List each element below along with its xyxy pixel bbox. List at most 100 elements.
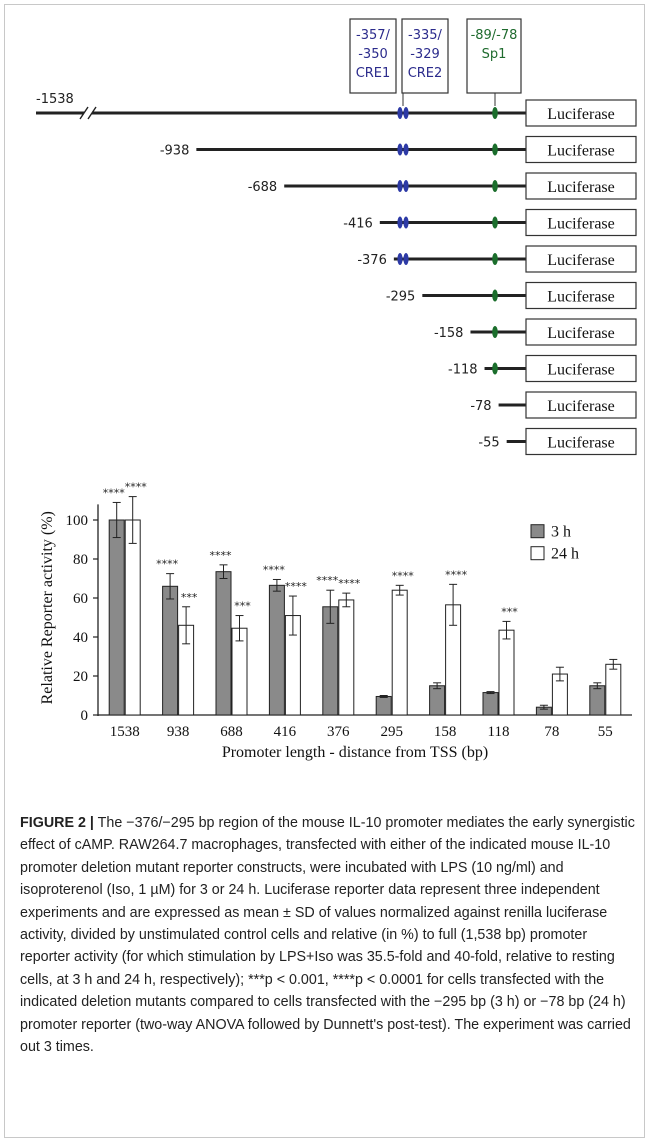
- construct-row: -118 Luciferase: [448, 354, 637, 383]
- significance-label: ***: [501, 605, 518, 618]
- feature-box-2: -89/-78 Sp1: [466, 18, 522, 94]
- bar: [162, 585, 179, 716]
- feature-box-label: -350: [358, 47, 388, 62]
- caption-label: FIGURE 2 |: [20, 815, 94, 831]
- x-tick-label: 1538: [110, 724, 140, 740]
- luciferase-label: Luciferase: [547, 216, 615, 233]
- luciferase-box: [525, 135, 637, 164]
- luciferase-label: Luciferase: [547, 362, 615, 379]
- construct-row: -376 Luciferase: [357, 245, 637, 273]
- caption-text: The −376/−295 bp region of the mouse IL-…: [20, 815, 635, 1056]
- construct-start-label: -416: [343, 217, 373, 232]
- construct-start-label: -376: [357, 253, 387, 268]
- feature-box-label: CRE2: [408, 66, 443, 81]
- construct-row: -1538 Luciferase: [36, 92, 637, 127]
- bar: [429, 685, 446, 716]
- construct-row: -55 Luciferase: [478, 427, 637, 456]
- feature-box-rect: [466, 18, 522, 94]
- luciferase-label: Luciferase: [547, 252, 615, 269]
- significance-label: ****: [103, 486, 126, 499]
- feature-box-label: CRE1: [356, 66, 391, 81]
- luciferase-box: [525, 354, 637, 383]
- y-tick-label: 20: [73, 669, 88, 685]
- y-tick-label: 80: [73, 552, 88, 568]
- sp1-site: [492, 216, 498, 229]
- feature-box-label: -329: [410, 47, 440, 62]
- feature-box-0: -357/ -350 CRE1: [349, 18, 397, 94]
- cre1-site: [397, 253, 403, 265]
- construct-start-label: -295: [386, 290, 416, 305]
- feature-box-label: -357/: [356, 28, 391, 43]
- significance-label: ****: [125, 481, 148, 494]
- cre1-site: [397, 180, 403, 192]
- reporter-activity-chart: 0 20 40 60 80 100 Relative Reporter activity (…: [39, 481, 632, 761]
- luciferase-box: [525, 208, 637, 237]
- significance-label: ****: [263, 563, 286, 576]
- construct-row: -416 Luciferase: [343, 208, 637, 237]
- luciferase-label: Luciferase: [547, 325, 615, 342]
- significance-label: ***: [181, 591, 198, 604]
- bar: [108, 519, 125, 716]
- cre2-site: [403, 180, 409, 192]
- construct-start-label: -55: [478, 436, 499, 451]
- break-mark: [79, 106, 89, 120]
- x-tick-label: 688: [220, 724, 243, 740]
- luciferase-box: [525, 281, 637, 310]
- bar: [215, 571, 232, 716]
- luciferase-box: [525, 245, 637, 273]
- construct-row: -938 Luciferase: [160, 135, 637, 164]
- cre2-site: [403, 143, 409, 156]
- construct-start-label: -118: [448, 363, 478, 378]
- sp1-site: [492, 362, 498, 375]
- sp1-site: [492, 143, 498, 156]
- luciferase-label: Luciferase: [547, 179, 615, 196]
- luciferase-label: Luciferase: [547, 435, 615, 452]
- y-axis-label: Relative Reporter activity (%): [39, 511, 56, 704]
- luciferase-label: Luciferase: [547, 106, 615, 123]
- feature-box-label: Sp1: [482, 47, 507, 62]
- bar: [482, 692, 499, 716]
- bar: [124, 519, 141, 716]
- promoter-diagram: -357/ -350 CRE1 -335/ -329 CRE2 -89/-78 Sp1 -153…: [36, 18, 637, 456]
- construct-row: -78 Luciferase: [470, 391, 637, 419]
- sp1-site: [492, 289, 498, 302]
- feature-box-rect: [349, 18, 397, 94]
- figure-frame: [4, 4, 645, 1138]
- y-tick-label: 100: [66, 513, 89, 529]
- luciferase-box: [525, 391, 637, 419]
- x-tick-label: 295: [380, 724, 403, 740]
- legend-swatch: [530, 524, 545, 539]
- construct-start-label: -938: [160, 144, 190, 159]
- luciferase-box: [525, 99, 637, 127]
- bar: [589, 685, 606, 716]
- luciferase-box: [525, 427, 637, 456]
- bar: [338, 599, 355, 716]
- bar: [375, 695, 392, 716]
- bar: [498, 629, 515, 716]
- cre1-site: [397, 107, 403, 119]
- cre2-site: [403, 216, 409, 229]
- bar: [391, 589, 408, 716]
- feature-box-label: -335/: [408, 28, 443, 43]
- x-tick-label: 416: [274, 724, 297, 740]
- construct-start-label: -78: [470, 399, 491, 414]
- luciferase-box: [525, 172, 637, 200]
- significance-label: ****: [285, 580, 308, 593]
- y-tick-label: 60: [73, 591, 88, 607]
- feature-box-1: -335/ -329 CRE2: [401, 18, 449, 94]
- legend-swatch: [530, 546, 545, 561]
- legend-label: 24 h: [551, 546, 579, 563]
- significance-label: ***: [234, 600, 251, 613]
- x-tick-label: 118: [488, 724, 510, 740]
- break-gap: [84, 107, 92, 119]
- construct-row: -158 Luciferase: [434, 318, 637, 346]
- luciferase-label: Luciferase: [547, 289, 615, 306]
- bar: [268, 584, 285, 716]
- significance-label: ****: [445, 568, 468, 581]
- construct-start-label: -158: [434, 326, 464, 341]
- cre1-site: [397, 143, 403, 156]
- luciferase-box: [525, 318, 637, 346]
- feature-box-label: -89/-78: [471, 28, 518, 43]
- significance-label: ****: [156, 558, 179, 571]
- significance-label: ****: [210, 549, 233, 562]
